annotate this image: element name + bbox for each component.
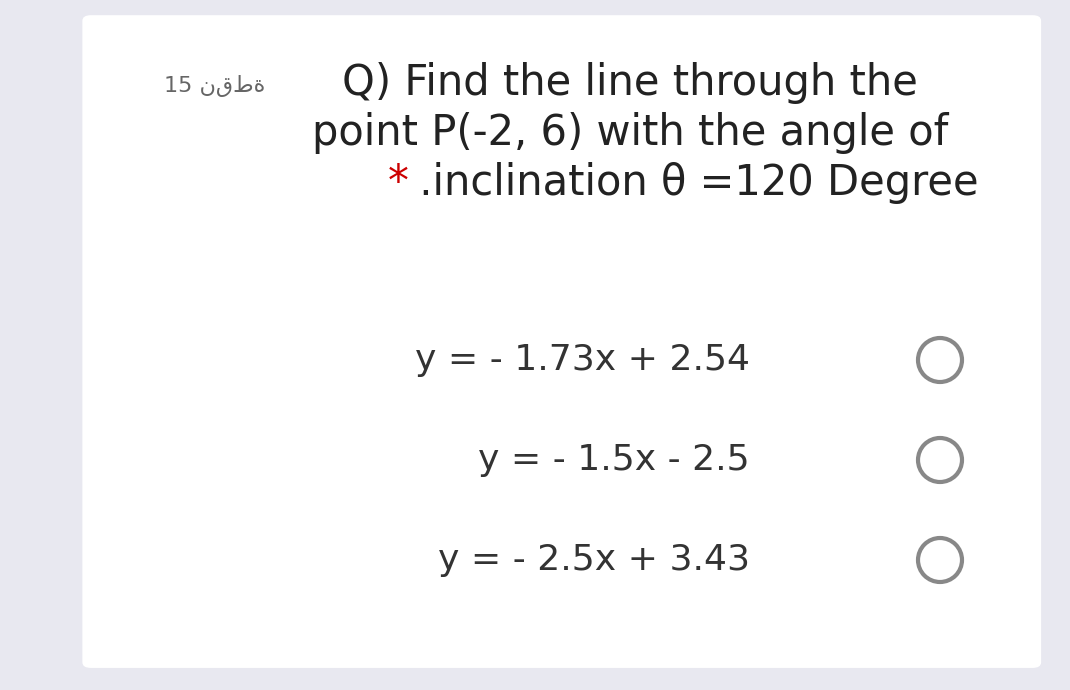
Text: y = - 2.5x + 3.43: y = - 2.5x + 3.43 (438, 543, 750, 577)
Text: Q) Find the line through the: Q) Find the line through the (342, 62, 918, 104)
Text: 15 نقطة: 15 نقطة (165, 75, 265, 97)
Text: y = - 1.73x + 2.54: y = - 1.73x + 2.54 (415, 343, 750, 377)
Text: point P(-2, 6) with the angle of: point P(-2, 6) with the angle of (311, 112, 948, 154)
Text: y = - 1.5x - 2.5: y = - 1.5x - 2.5 (478, 443, 750, 477)
Text: .inclination θ =120 Degree: .inclination θ =120 Degree (406, 162, 979, 204)
Text: *: * (388, 162, 409, 204)
